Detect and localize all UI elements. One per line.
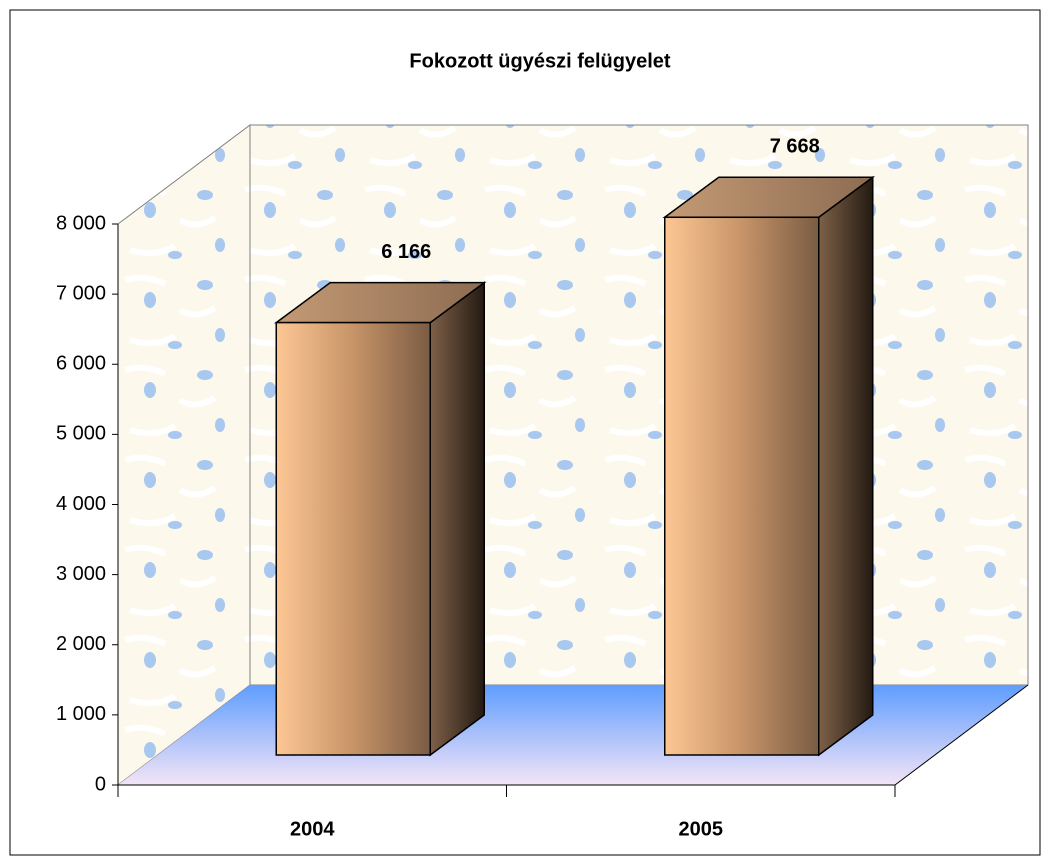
bar-side [818,175,874,757]
y-tick-label: 5 000 [56,423,106,445]
y-tick-label: 1 000 [56,703,106,725]
x-tick-label: 2004 [290,818,335,840]
y-tick-label: 3 000 [56,563,106,585]
y-tick-label: 7 000 [56,282,106,304]
floor-edge [894,684,1029,786]
bar-side [429,281,485,757]
side-wall [117,124,251,787]
data-label: 7 668 [770,136,820,158]
y-tick-label: 4 000 [56,493,106,515]
floor [118,685,1028,785]
bar [664,216,820,756]
x-tick-label: 2005 [679,818,724,840]
y-tick-label: 6 000 [56,353,106,375]
bar [275,321,431,756]
y-tick-label: 8 000 [56,212,106,234]
chart-title: Fokozott ügyészi felügyelet [409,50,670,72]
data-label: 6 166 [381,241,431,263]
y-tick-label: 0 [95,773,106,795]
y-tick-label: 2 000 [56,633,106,655]
